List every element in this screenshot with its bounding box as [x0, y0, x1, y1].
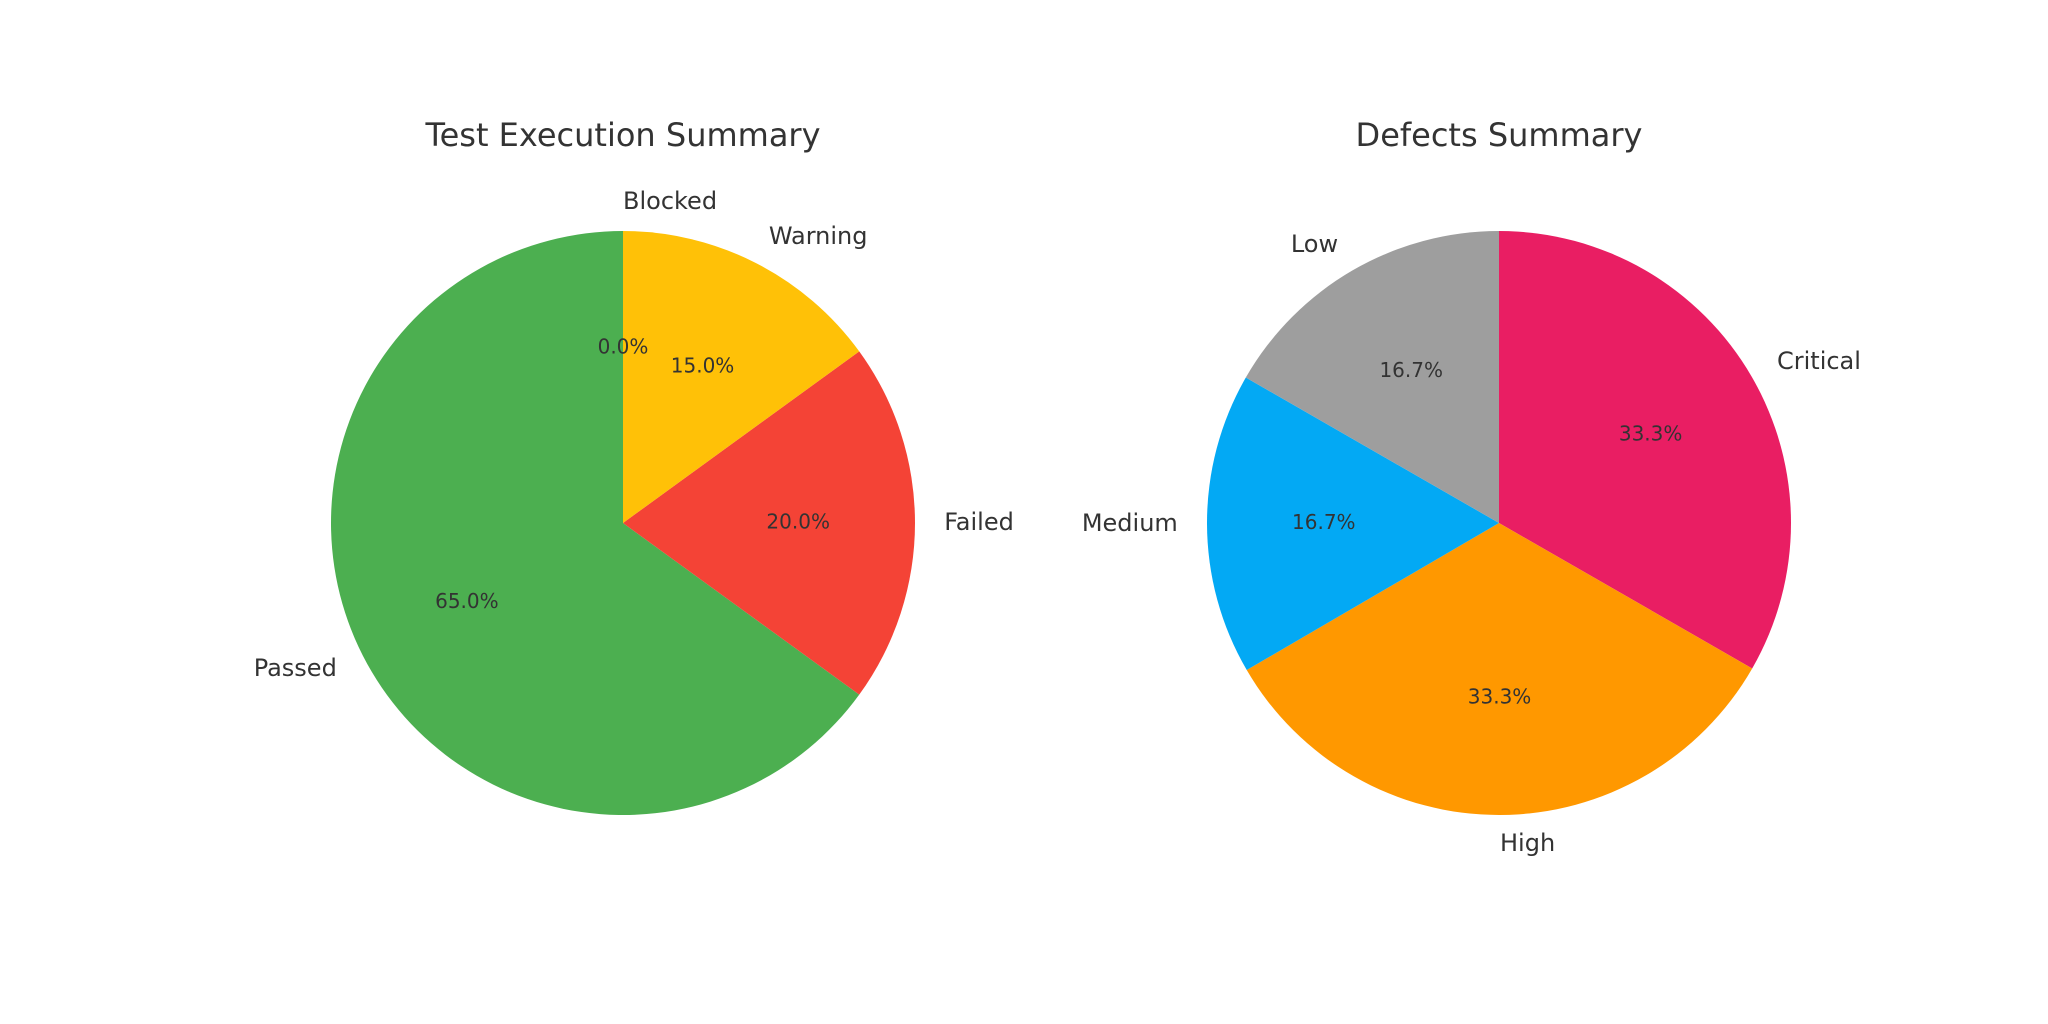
pie-slice-warning — [623, 231, 860, 523]
slice-label-blocked: Blocked — [623, 187, 717, 215]
pie-labels: Critical 33.3% High 33.3% Medium 16.7% Low 16.7… — [1082, 230, 1861, 857]
pie-slice-critical — [1499, 231, 1791, 669]
slice-label-warning: Warning — [769, 222, 868, 250]
percent-label-warning: 15.0% — [671, 353, 735, 377]
slice-label-high: High — [1500, 829, 1555, 857]
percent-label-passed: 65.0% — [435, 589, 499, 613]
defects-pie-chart: Defects Summary Critical 33.3% High 33.3% Me… — [1082, 116, 1861, 857]
chart-title: Test Execution Summary — [424, 116, 820, 154]
slice-label-passed: Passed — [254, 654, 337, 682]
percent-label-blocked: 0.0% — [598, 334, 649, 358]
pie-labels: Passed 65.0% Failed 20.0% Warning 15.0% Blocke… — [254, 187, 1014, 682]
percent-label-low: 16.7% — [1379, 358, 1443, 382]
percent-label-high: 33.3% — [1468, 685, 1532, 709]
chart-title: Defects Summary — [1356, 116, 1643, 154]
slice-label-low: Low — [1291, 230, 1338, 258]
test-execution-pie-chart: Test Execution Summary Passed 65.0% Failed… — [254, 116, 1014, 816]
percent-label-critical: 33.3% — [1619, 422, 1683, 446]
pie-slices — [331, 231, 915, 816]
pie-slice-failed — [623, 351, 915, 695]
slice-label-failed: Failed — [944, 508, 1014, 536]
pie-slice-low — [1245, 231, 1499, 523]
pie-slice-high — [1246, 523, 1753, 815]
pie-slice-medium — [1206, 377, 1499, 671]
slice-label-critical: Critical — [1777, 347, 1861, 375]
slice-label-medium: Medium — [1082, 509, 1178, 537]
pie-slice-passed — [331, 231, 860, 816]
percent-label-failed: 20.0% — [766, 510, 830, 534]
pie-slices — [1206, 231, 1791, 815]
percent-label-medium: 16.7% — [1292, 510, 1356, 534]
